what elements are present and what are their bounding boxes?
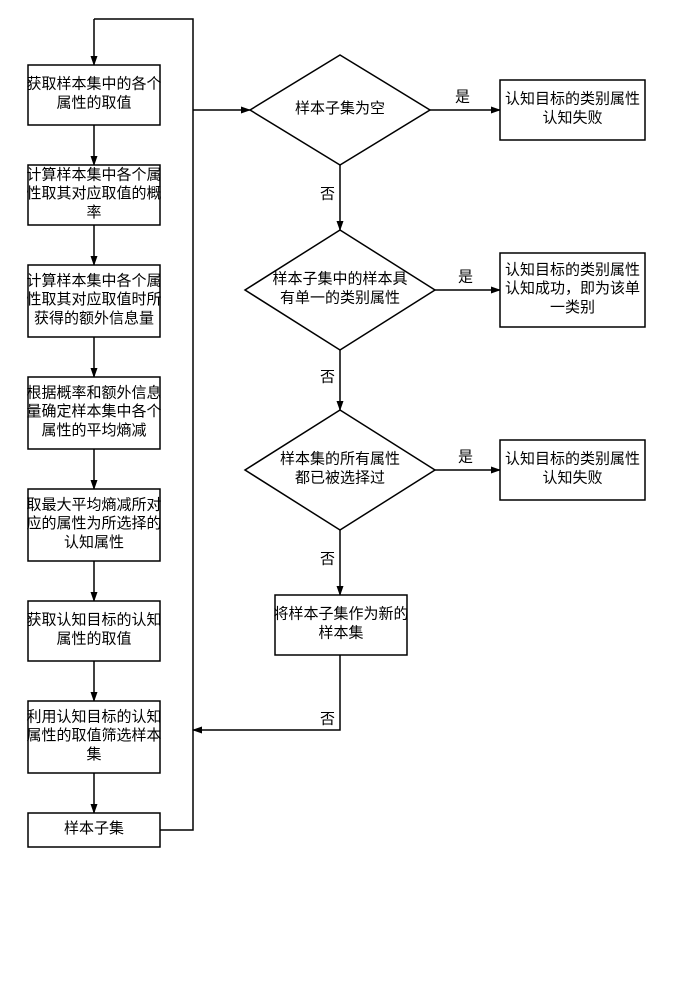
node-p6: 获取认知目标的认知属性的取值 (26, 601, 161, 661)
node-p7: 利用认知目标的认知属性的取值筛选样本集 (26, 701, 161, 773)
node-label: 计算样本集中各个属性取其对应取值时所获得的额外信息量 (26, 272, 161, 328)
node-label: 样本子集 (64, 820, 124, 837)
node-r3: 认知目标的类别属性认知失败 (500, 440, 645, 500)
edge-label: 否 (320, 551, 335, 567)
node-p4: 根据概率和额外信息量确定样本集中各个属性的平均熵减 (26, 377, 161, 449)
edge-label: 否 (320, 186, 335, 202)
node-p3: 计算样本集中各个属性取其对应取值时所获得的额外信息量 (26, 265, 161, 337)
node-p2: 计算样本集中各个属性取其对应取值的概率 (26, 165, 161, 225)
edge-label: 是 (458, 449, 473, 465)
node-d3: 样本集的所有属性都已被选择过 (245, 410, 435, 530)
node-label: 根据概率和额外信息量确定样本集中各个属性的平均熵减 (26, 385, 161, 440)
node-d2: 样本子集中的样本具有单一的类别属性 (245, 230, 435, 350)
flowchart-root: 是否是否是否否获取样本集中的各个属性的取值计算样本集中各个属性取其对应取值的概率… (0, 0, 677, 1000)
node-r1: 认知目标的类别属性认知失败 (500, 80, 645, 140)
node-d1: 样本子集为空 (250, 55, 430, 165)
node-p8: 样本子集 (28, 813, 160, 847)
edge-label: 是 (455, 89, 470, 105)
edge-label: 否 (320, 711, 335, 727)
node-p1: 获取样本集中的各个属性的取值 (26, 65, 161, 125)
node-r2: 认知目标的类别属性认知成功，即为该单一类别 (500, 253, 645, 327)
node-p5: 取最大平均熵减所对应的属性为所选择的认知属性 (26, 489, 161, 561)
node-p9: 将样本子集作为新的样本集 (273, 595, 408, 655)
node-label: 样本子集为空 (295, 100, 385, 117)
edge-label: 是 (458, 269, 473, 285)
edge-label: 否 (320, 369, 335, 385)
edge (193, 655, 340, 730)
